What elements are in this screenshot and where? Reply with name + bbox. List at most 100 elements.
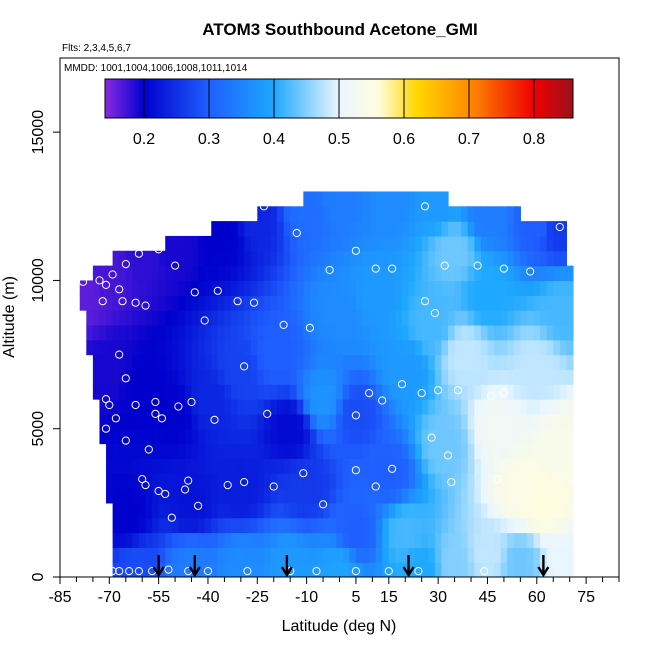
heatmap-cell: [369, 369, 377, 385]
heatmap-cell: [138, 384, 147, 400]
heatmap-cell: [145, 354, 153, 370]
heatmap-cell: [296, 399, 304, 415]
heatmap-cell: [494, 206, 502, 222]
heatmap-cell: [158, 532, 166, 548]
heatmap-cell: [349, 458, 357, 474]
heatmap-cell: [323, 399, 331, 415]
heatmap-cell: [349, 532, 357, 548]
heatmap-cell: [355, 517, 364, 534]
heatmap-cell: [336, 488, 344, 504]
heatmap-cell: [152, 280, 160, 296]
heatmap-cell: [342, 250, 350, 267]
heatmap-cell: [184, 369, 193, 385]
heatmap-cell: [138, 547, 147, 563]
heatmap-cell: [540, 280, 548, 296]
heatmap-cell: [296, 473, 304, 489]
heatmap-cell: [342, 310, 350, 326]
heatmap-cell: [520, 517, 528, 534]
heatmap-cell: [184, 428, 193, 445]
heatmap-cell: [454, 384, 462, 400]
heatmap-cell: [362, 206, 370, 222]
heatmap-cell: [211, 473, 219, 489]
heatmap-cell: [257, 280, 265, 296]
heatmap-cell: [257, 265, 265, 282]
heatmap-cell: [467, 235, 475, 252]
heatmap-cell: [520, 384, 528, 400]
heatmap-cell: [415, 235, 423, 252]
heatmap-cell: [283, 265, 291, 282]
heatmap-cell: [507, 310, 515, 326]
heatmap-cell: [454, 547, 462, 563]
heatmap-cell: [336, 250, 344, 267]
heatmap-cell: [178, 384, 186, 400]
heatmap-cell: [257, 413, 265, 430]
heatmap-cell: [145, 413, 153, 430]
heatmap-cell: [158, 384, 166, 400]
observation-point: [493, 475, 502, 484]
heatmap-cell: [178, 310, 186, 326]
heatmap-cell: [533, 324, 541, 341]
heatmap-cell: [171, 339, 179, 356]
heatmap-cell: [283, 532, 291, 548]
heatmap-cell: [198, 280, 206, 296]
heatmap-cell: [263, 206, 272, 222]
heatmap-cell: [408, 235, 416, 252]
heatmap-cell: [546, 473, 554, 489]
heatmap-cell: [349, 547, 357, 563]
heatmap-cell: [513, 517, 521, 534]
heatmap-cell: [138, 517, 147, 534]
heatmap-cell: [415, 399, 423, 415]
heatmap-cell: [204, 413, 212, 430]
heatmap-cell: [533, 413, 541, 430]
heatmap-cell: [415, 206, 423, 222]
heatmap-cell: [434, 532, 443, 548]
heatmap-cell: [559, 562, 567, 577]
heatmap-cell: [566, 295, 574, 311]
heatmap-cell: [290, 354, 298, 370]
heatmap-cell: [520, 324, 528, 341]
heatmap-cell: [191, 443, 199, 459]
heatmap-cell: [323, 369, 331, 385]
heatmap-cell: [401, 265, 410, 282]
heatmap-cell: [171, 443, 179, 459]
heatmap-cell: [467, 265, 475, 282]
heatmap-cell: [526, 339, 535, 356]
heatmap-cell: [277, 443, 285, 459]
heatmap-cell: [184, 295, 193, 311]
heatmap-cell: [355, 221, 364, 237]
heatmap-cell: [415, 265, 423, 282]
heatmap-cell: [408, 206, 416, 222]
heatmap-cell: [566, 265, 574, 282]
heatmap-cell: [395, 532, 403, 548]
heatmap-cell: [461, 324, 469, 341]
heatmap-cell: [145, 443, 153, 459]
heatmap-cell: [290, 235, 298, 252]
heatmap-cell: [329, 369, 337, 385]
heatmap-cell: [474, 206, 482, 222]
heatmap-cell: [513, 458, 521, 474]
heatmap-cell: [441, 428, 449, 445]
heatmap-cell: [375, 384, 383, 400]
heatmap-cell: [401, 191, 410, 207]
heatmap-cell: [204, 369, 212, 385]
heatmap-cell: [112, 339, 120, 356]
heatmap-cell: [165, 413, 173, 430]
heatmap-cell: [349, 235, 357, 252]
heatmap-cell: [395, 250, 403, 267]
heatmap-cell: [355, 339, 364, 356]
heatmap-cell: [520, 532, 528, 548]
heatmap-cell: [323, 324, 331, 341]
observation-point: [115, 350, 124, 359]
heatmap-cell: [119, 488, 127, 504]
heatmap-cell: [283, 517, 291, 534]
observation-point: [486, 392, 495, 401]
heatmap-cell: [428, 562, 436, 577]
heatmap-cell: [441, 250, 449, 267]
heatmap-cell: [480, 532, 489, 548]
heatmap-cell: [165, 324, 173, 341]
observation-point: [414, 567, 423, 576]
heatmap-cell: [546, 517, 554, 534]
heatmap-cell: [329, 473, 337, 489]
colorbar-tick-label: 0.7: [458, 131, 480, 148]
heatmap-cell: [99, 369, 107, 385]
